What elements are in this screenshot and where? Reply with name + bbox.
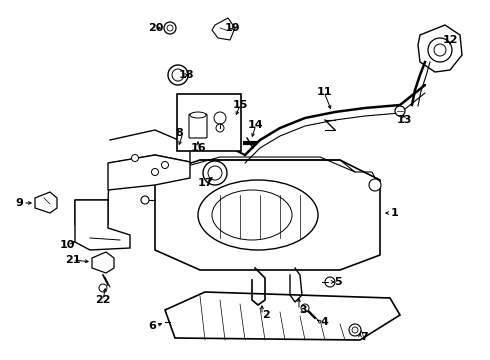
Text: 22: 22 [95,295,111,305]
Polygon shape [108,155,190,190]
Circle shape [131,154,139,162]
Text: 14: 14 [248,120,264,130]
Circle shape [216,124,224,132]
FancyBboxPatch shape [177,94,241,151]
Circle shape [369,179,381,191]
Text: 10: 10 [60,240,75,250]
Polygon shape [165,292,400,340]
Text: 7: 7 [360,332,368,342]
Text: 11: 11 [317,87,332,97]
Circle shape [151,168,158,175]
Text: 20: 20 [148,23,163,33]
Circle shape [172,69,184,81]
Circle shape [167,25,173,31]
Polygon shape [418,25,462,72]
Circle shape [208,166,222,180]
Circle shape [428,38,452,62]
Text: 16: 16 [191,143,206,153]
Polygon shape [35,192,57,213]
Text: 5: 5 [334,277,342,287]
Text: 9: 9 [15,198,23,208]
Polygon shape [92,252,114,273]
Circle shape [395,106,405,116]
Polygon shape [212,18,235,40]
Text: 1: 1 [390,208,398,218]
Circle shape [162,162,169,168]
Text: 2: 2 [262,310,270,320]
Circle shape [214,112,226,124]
Polygon shape [75,200,130,250]
Text: 13: 13 [396,115,412,125]
Text: 19: 19 [224,23,240,33]
Circle shape [352,327,358,333]
Circle shape [325,277,335,287]
Text: 15: 15 [233,100,248,110]
Circle shape [141,196,149,204]
FancyBboxPatch shape [189,114,207,138]
Circle shape [164,22,176,34]
Polygon shape [155,160,380,270]
Circle shape [99,284,107,292]
Text: 17: 17 [198,178,214,188]
Circle shape [168,65,188,85]
Text: 18: 18 [178,70,194,80]
Text: 3: 3 [299,305,307,315]
Text: 12: 12 [442,35,458,45]
Circle shape [349,324,361,336]
Ellipse shape [190,112,206,118]
Text: 8: 8 [175,128,183,138]
Text: 4: 4 [320,317,328,327]
Text: 6: 6 [148,321,156,331]
Ellipse shape [198,180,318,250]
Ellipse shape [212,190,292,240]
Circle shape [434,44,446,56]
Circle shape [301,304,309,312]
Circle shape [203,161,227,185]
Text: 21: 21 [65,255,80,265]
